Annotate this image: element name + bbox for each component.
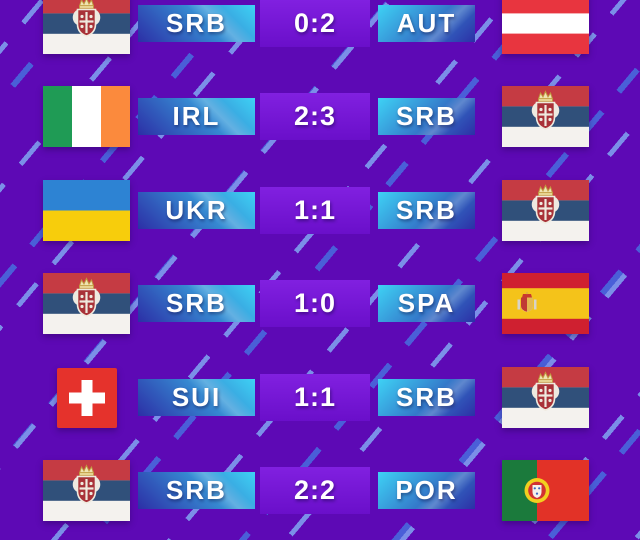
score-badge: 1:1 — [260, 374, 370, 421]
serbia-flag-icon — [502, 180, 589, 241]
away-team-code: POR — [395, 475, 458, 505]
score-badge: 2:3 — [260, 93, 370, 140]
score-text: 1:1 — [293, 195, 337, 225]
match-row: UKR 1:1 SRB — [0, 180, 640, 242]
away-team-badge: SRB — [378, 379, 475, 416]
home-team-badge: UKR — [138, 192, 255, 229]
serbia-flag-icon — [43, 460, 130, 521]
score-text: 2:3 — [293, 101, 337, 131]
serbia-flag-icon — [43, 273, 130, 334]
home-team-badge: SUI — [138, 379, 255, 416]
away-team-code: SRB — [396, 382, 457, 412]
away-team-code: SRB — [396, 101, 457, 131]
austria-flag-icon — [502, 0, 589, 54]
home-team-badge: SRB — [138, 285, 255, 322]
away-team-code: SPA — [397, 288, 456, 318]
serbia-flag-icon — [502, 367, 589, 428]
portugal-flag-icon — [502, 460, 589, 521]
match-row: IRL 2:3 SRB — [0, 86, 640, 148]
score-badge: 2:2 — [260, 467, 370, 514]
ireland-flag-icon — [43, 86, 130, 147]
away-team-badge: SPA — [378, 285, 475, 322]
serbia-flag-icon — [502, 86, 589, 147]
away-team-badge: SRB — [378, 98, 475, 135]
score-badge: 1:1 — [260, 187, 370, 234]
away-team-badge: SRB — [378, 192, 475, 229]
away-team-code: AUT — [396, 8, 457, 38]
serbia-flag-icon — [43, 0, 130, 54]
score-text: 1:0 — [293, 288, 337, 318]
away-team-badge: POR — [378, 472, 475, 509]
home-team-code: SRB — [166, 288, 227, 318]
home-team-badge: SRB — [138, 472, 255, 509]
match-row: SRB 2:2 POR — [0, 460, 640, 522]
score-text: 0:2 — [293, 8, 337, 38]
score-text: 2:2 — [293, 475, 337, 505]
match-row: SUI 1:1 SRB — [0, 367, 640, 429]
spain-flag-icon — [502, 273, 589, 334]
away-team-badge: AUT — [378, 5, 475, 42]
ukraine-flag-icon — [43, 180, 130, 241]
home-team-code: SRB — [166, 8, 227, 38]
away-team-code: SRB — [396, 195, 457, 225]
score-badge: 0:2 — [260, 0, 370, 47]
home-team-code: SUI — [171, 382, 222, 412]
score-badge: 1:0 — [260, 280, 370, 327]
switzerland-flag-icon — [43, 367, 130, 428]
match-row: SRB 1:0 SPA — [0, 273, 640, 335]
home-team-badge: SRB — [138, 5, 255, 42]
score-text: 1:1 — [293, 382, 337, 412]
match-row: SRB 0:2 AUT — [0, 0, 640, 55]
home-team-code: SRB — [166, 475, 227, 505]
home-team-code: UKR — [165, 195, 228, 225]
home-team-code: IRL — [172, 101, 221, 131]
home-team-badge: IRL — [138, 98, 255, 135]
